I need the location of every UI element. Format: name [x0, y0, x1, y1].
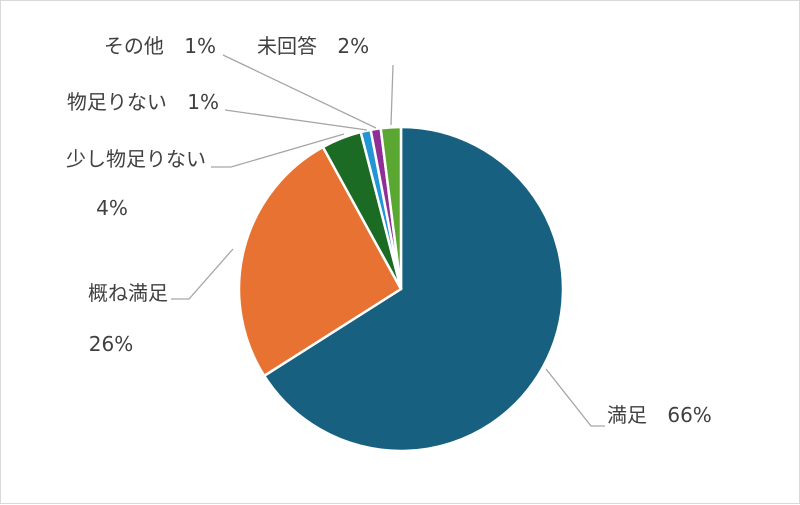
data-label-0-0: 満足 66% — [607, 403, 712, 427]
leader-line-1 — [171, 248, 234, 300]
pie-slice-5 — [379, 125, 403, 291]
pie-slices — [237, 125, 565, 453]
data-label-2-1: 4% — [96, 196, 128, 220]
pie-slice-1 — [237, 145, 403, 378]
data-label-2-0: 少し物足りない — [66, 147, 206, 171]
leader-line-2 — [211, 133, 345, 168]
data-label-5-0: 未回答 2% — [257, 34, 369, 58]
leader-line-3 — [224, 109, 368, 131]
data-label-1-0: 概ね満足 — [88, 281, 168, 305]
data-label-3-0: 物足りない 1% — [67, 90, 219, 114]
data-labels: 満足 66% 概ね満足 26% 少し物足りない 4% 物足りない 1% その他 1% 未回答 … — [66, 34, 712, 427]
leader-line-0 — [545, 368, 605, 427]
data-label-4-0: その他 1% — [104, 34, 216, 58]
data-label-1-1: 26% — [89, 332, 133, 356]
leader-line-4 — [222, 54, 377, 129]
leader-line-5 — [390, 64, 394, 126]
leader-lines — [171, 54, 605, 427]
pie-slice-0 — [262, 125, 565, 453]
